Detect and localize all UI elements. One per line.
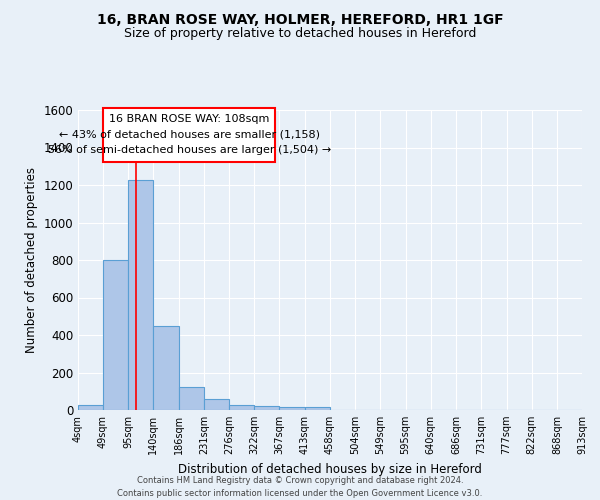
Bar <box>128 180 154 410</box>
Y-axis label: Number of detached properties: Number of detached properties <box>25 167 38 353</box>
Bar <box>279 407 305 410</box>
Bar <box>254 406 279 410</box>
Bar <box>103 260 128 410</box>
FancyBboxPatch shape <box>103 108 275 162</box>
Bar <box>154 326 179 410</box>
Text: 16, BRAN ROSE WAY, HOLMER, HEREFORD, HR1 1GF: 16, BRAN ROSE WAY, HOLMER, HEREFORD, HR1… <box>97 12 503 26</box>
Text: Contains HM Land Registry data © Crown copyright and database right 2024.
Contai: Contains HM Land Registry data © Crown c… <box>118 476 482 498</box>
Bar <box>305 407 330 410</box>
Bar <box>78 406 103 410</box>
Bar <box>204 399 229 410</box>
Bar <box>179 386 204 410</box>
Bar <box>229 406 254 410</box>
Text: 16 BRAN ROSE WAY: 108sqm
← 43% of detached houses are smaller (1,158)
56% of sem: 16 BRAN ROSE WAY: 108sqm ← 43% of detach… <box>47 114 331 156</box>
Text: Size of property relative to detached houses in Hereford: Size of property relative to detached ho… <box>124 28 476 40</box>
X-axis label: Distribution of detached houses by size in Hereford: Distribution of detached houses by size … <box>178 462 482 475</box>
